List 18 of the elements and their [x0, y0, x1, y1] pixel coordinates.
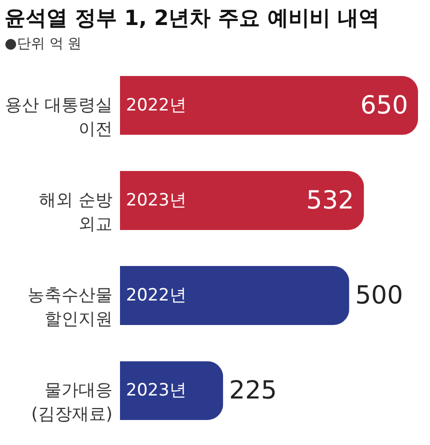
y-tick-label: 용산 대통령실 이전 — [5, 95, 112, 140]
chart-subtitle: ●단위 억 원 — [4, 36, 82, 52]
y-tick-label: 해외 순방 외교 — [39, 190, 112, 234]
bar — [120, 171, 364, 230]
bar — [120, 76, 418, 135]
annotation: 2023년 — [126, 380, 186, 401]
bar — [120, 361, 224, 420]
data-label: 225 — [229, 376, 277, 405]
data-label: 650 — [360, 90, 408, 120]
y-tick-label: 농축수산물 할인지원 — [28, 286, 112, 330]
annotation: 2022년 — [126, 95, 186, 116]
annotation: 2022년 — [126, 286, 186, 306]
bar — [120, 266, 350, 325]
data-label: 500 — [355, 280, 403, 310]
annotation: 2023년 — [126, 190, 186, 210]
data-label: 532 — [306, 185, 354, 214]
y-tick-label: 물가대응 (김장재료) — [31, 380, 112, 425]
chart-title: 윤석열 정부 1, 2년차 주요 예비비 내역 — [4, 6, 380, 30]
